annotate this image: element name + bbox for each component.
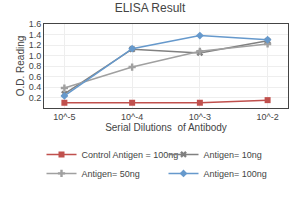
svg-text:1.2: 1.2 xyxy=(29,40,42,50)
svg-text:O.D. Reading: O.D. Reading xyxy=(15,36,26,97)
svg-text:ELISA Result: ELISA Result xyxy=(115,1,186,15)
svg-text:10^-4: 10^-4 xyxy=(121,112,143,122)
svg-text:0.8: 0.8 xyxy=(29,61,42,71)
svg-text:0.2: 0.2 xyxy=(29,93,42,103)
svg-text:1.0: 1.0 xyxy=(29,51,42,61)
svg-text:10^-3: 10^-3 xyxy=(189,112,211,122)
svg-text:Serial Dilutions of Antibody: Serial Dilutions of Antibody xyxy=(105,122,227,133)
svg-text:1.4: 1.4 xyxy=(29,30,42,40)
svg-text:1.6: 1.6 xyxy=(29,19,42,29)
svg-text:Antigen= 10ng: Antigen= 10ng xyxy=(204,150,262,160)
svg-text:10^-5: 10^-5 xyxy=(53,112,75,122)
svg-text:Control Antigen = 100ng: Control Antigen = 100ng xyxy=(82,150,179,160)
svg-text:0.4: 0.4 xyxy=(29,82,42,92)
svg-text:Antigen= 50ng: Antigen= 50ng xyxy=(82,169,140,179)
svg-text:Antigen= 100ng: Antigen= 100ng xyxy=(204,169,267,179)
svg-text:10^-2: 10^-2 xyxy=(256,112,278,122)
svg-text:0.6: 0.6 xyxy=(29,72,42,82)
